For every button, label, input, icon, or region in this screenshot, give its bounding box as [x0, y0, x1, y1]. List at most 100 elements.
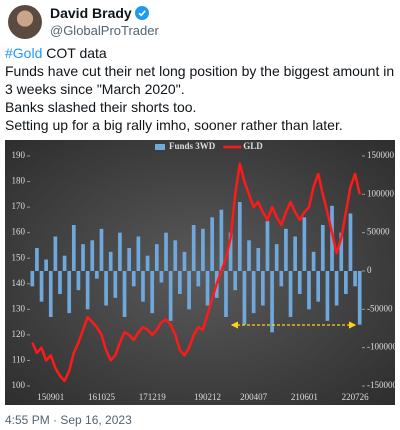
y2-tick-label: 50000 [367, 227, 390, 237]
bar [62, 255, 67, 271]
tweet-line: Funds have cut their net long position b… [5, 63, 395, 97]
y-tick-label: 170 [12, 201, 26, 211]
bar [76, 271, 81, 291]
bar [118, 232, 122, 271]
bar [293, 236, 297, 271]
bar [168, 271, 173, 321]
bar [256, 248, 261, 271]
x-tick-label: 200407 [240, 392, 268, 402]
bar [270, 271, 274, 333]
bar [30, 271, 35, 287]
y-tick-label: 180 [12, 176, 26, 186]
bar [261, 271, 265, 306]
bar [251, 271, 256, 314]
y-tick-label: 190 [12, 150, 26, 160]
y2-tick-label: -50000 [367, 303, 393, 313]
bar [265, 221, 270, 271]
chart: 100 110 120 130 140 150 160 170 180 190 -150000 -10… [5, 140, 395, 405]
bar [90, 240, 95, 271]
bar [67, 271, 72, 314]
bar [191, 225, 196, 271]
timestamp[interactable]: 4:55 PM · Sep 16, 2023 [5, 413, 132, 427]
bar [274, 244, 279, 271]
bar [95, 271, 99, 279]
line [31, 162, 361, 383]
bar [242, 271, 247, 325]
bar [353, 271, 357, 287]
bar [247, 240, 251, 271]
bar [173, 240, 178, 271]
bar [39, 271, 44, 302]
bar [210, 217, 214, 271]
bar [316, 271, 321, 302]
bar [224, 271, 228, 317]
bar [201, 228, 205, 271]
legend-swatch [155, 144, 165, 150]
y2-tick-label: 100000 [367, 188, 395, 198]
bar [99, 228, 104, 271]
bar [237, 202, 242, 271]
bar [141, 271, 145, 302]
author-handle[interactable]: @GlobalProTrader [50, 23, 159, 38]
bar [233, 271, 238, 291]
author-name[interactable]: David Brady [50, 5, 132, 21]
bar [334, 271, 339, 306]
bar [71, 225, 76, 271]
bar [344, 271, 348, 294]
bar [44, 259, 48, 271]
y2-tick-label: 0 [367, 265, 372, 275]
bar [302, 217, 307, 271]
verified-badge [135, 6, 149, 20]
bar [159, 271, 164, 283]
y2-tick-label: -150000 [367, 380, 395, 390]
y-tick-label: 100 [12, 380, 26, 390]
y-tick-label: 130 [12, 303, 26, 313]
y-tick-label: 110 [12, 355, 26, 365]
x-tick-label: 150901 [37, 392, 64, 402]
tweet-text-part: COT data [42, 45, 107, 61]
bar [127, 248, 131, 271]
avatar[interactable] [8, 5, 42, 39]
bar [113, 271, 118, 298]
y-tick-label: 150 [12, 252, 26, 262]
bar [58, 271, 62, 294]
legend-label: Funds 3WD [169, 141, 216, 151]
bar [348, 213, 353, 271]
hashtag[interactable]: #Gold [5, 45, 43, 61]
legend-label: GLD [243, 141, 263, 151]
y-tick-label: 120 [12, 329, 26, 339]
bar [131, 271, 136, 287]
bar [85, 271, 90, 310]
bar [228, 232, 233, 271]
tweet-line: #Gold COT data [5, 44, 395, 62]
y-tick-label: 160 [12, 227, 26, 237]
x-tick-label: 161025 [88, 392, 116, 402]
y2-tick-label: 150000 [367, 150, 395, 160]
bar [307, 271, 311, 310]
tweet-text: #Gold COT data Funds have cut their net … [5, 44, 395, 134]
bar [357, 271, 362, 325]
tweet-line: Banks slashed their shorts too. [5, 99, 197, 115]
bar [108, 251, 113, 271]
y-tick-label: 140 [12, 278, 26, 288]
bar [219, 209, 224, 271]
y2-tick-label: -100000 [367, 342, 395, 352]
bar [145, 255, 150, 271]
bar [339, 232, 344, 271]
bar [48, 271, 53, 317]
x-tick-label: 210601 [291, 392, 318, 402]
bar [279, 271, 284, 287]
bar [297, 271, 302, 294]
bar [325, 271, 330, 321]
bar [104, 271, 108, 306]
bar [320, 225, 325, 271]
bar [187, 271, 191, 310]
bar [53, 236, 58, 271]
x-tick-label: 190212 [194, 392, 221, 402]
bar [182, 251, 187, 271]
bar [288, 271, 293, 317]
bar [284, 228, 288, 271]
x-tick-label: 171219 [139, 392, 167, 402]
x-tick-label: 220726 [342, 392, 370, 402]
